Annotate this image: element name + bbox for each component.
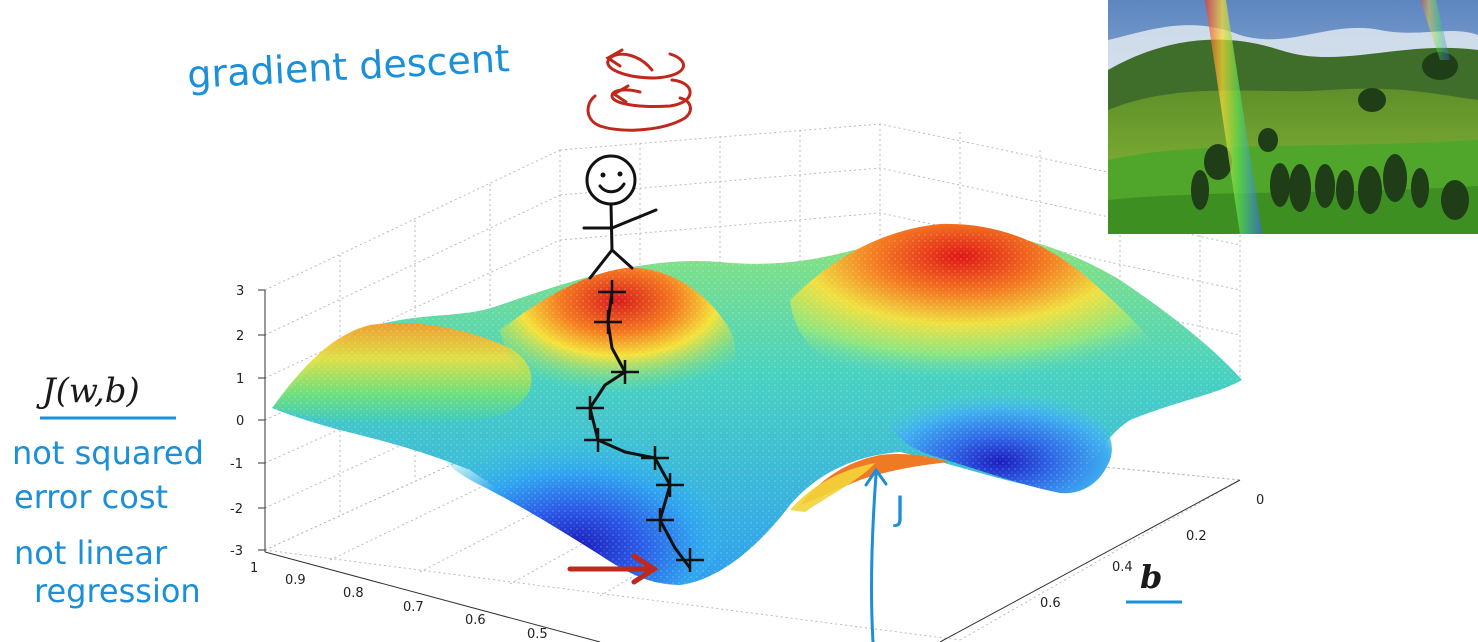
j-annotation: J	[893, 489, 905, 529]
z-tick: 1	[236, 372, 244, 387]
step-marker	[584, 428, 612, 452]
title-gradient-descent: gradient descent	[186, 36, 511, 97]
landscape-photo	[1108, 0, 1478, 234]
w-tick: 0.8	[343, 586, 364, 601]
cost-surface	[272, 223, 1242, 586]
b-axis: 0 0.2 0.4 0.6	[939, 479, 1264, 642]
j-pointer-arrow-icon	[864, 467, 888, 642]
note-line-2: error cost	[14, 478, 168, 516]
z-tick: 2	[236, 329, 244, 344]
note-line-1: not squared	[12, 434, 204, 472]
step-marker	[576, 396, 604, 420]
z-tick: 3	[236, 284, 244, 299]
w-tick: 0.6	[465, 613, 486, 628]
w-tick: 0.5	[527, 627, 548, 642]
note-line-4: regression	[34, 572, 201, 610]
stick-figure-icon	[582, 154, 658, 280]
b-axis-label: b	[1140, 558, 1162, 596]
w-tick: 0.7	[403, 600, 424, 615]
step-marker	[646, 508, 674, 532]
z-tick: -2	[230, 502, 243, 517]
cost-function-label: J(w,b)	[36, 371, 140, 411]
b-tick: 0.4	[1112, 560, 1133, 575]
w-axis: 1 0.9 0.8 0.7 0.6 0.5	[250, 551, 601, 642]
z-axis: 3 2 1 0 -1 -2 -3	[230, 284, 266, 559]
step-marker	[656, 473, 684, 497]
w-tick: 1	[250, 561, 258, 576]
step-markers	[576, 280, 704, 572]
z-tick: 0	[236, 414, 244, 429]
spin-swirl-icon	[586, 48, 692, 132]
step-marker	[641, 446, 669, 470]
step-marker	[676, 548, 704, 572]
b-tick: 0.6	[1040, 596, 1061, 611]
step-marker	[598, 280, 626, 304]
note-line-3: not linear	[14, 534, 168, 572]
minimum-arrow-icon	[567, 553, 659, 585]
b-tick: 0	[1256, 493, 1264, 508]
w-tick: 0.9	[285, 573, 306, 588]
z-tick: -3	[230, 544, 243, 559]
b-tick: 0.2	[1186, 529, 1207, 544]
step-marker	[594, 310, 622, 334]
step-marker	[611, 360, 639, 384]
z-tick: -1	[230, 457, 243, 472]
